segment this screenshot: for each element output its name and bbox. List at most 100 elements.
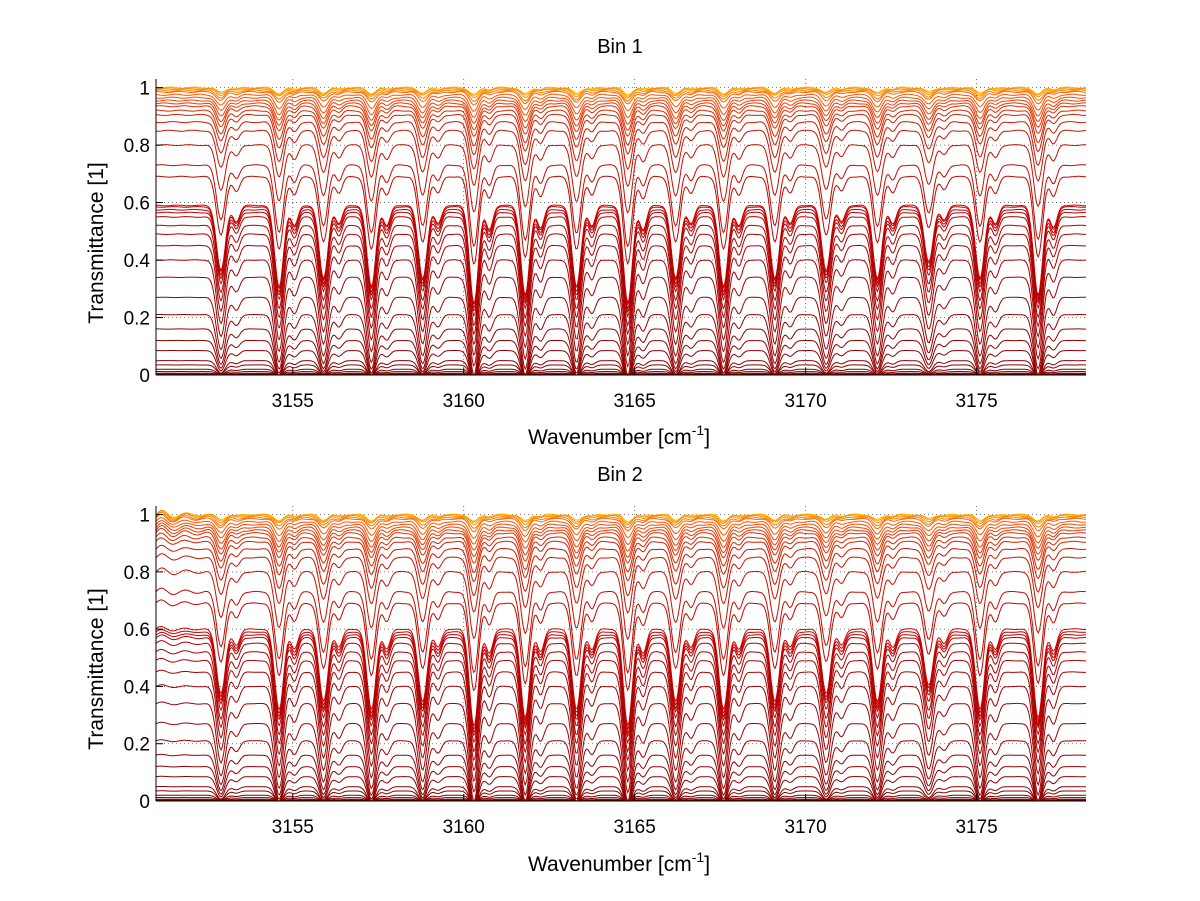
series-line (155, 517, 1086, 539)
series-line (155, 524, 1086, 558)
series-line (155, 634, 1087, 738)
series-line (155, 567, 1086, 641)
plot-area: 3155 3160 3165 3170 3175 0 0.2 0.4 0.6 0.8 1 (124, 79, 1087, 412)
series-line (155, 509, 1087, 523)
x-axis-label-superscript: -1 (692, 422, 705, 438)
series-line (156, 276, 1087, 368)
series-line (155, 244, 1086, 346)
x-tick-label: 3160 (443, 391, 485, 412)
y-tick-label: 0.6 (124, 194, 150, 215)
series-line (156, 368, 1086, 376)
chart-panel-bin-2: Bin 2 Transmittance [1] Wavenumber [cm-1… (85, 464, 1087, 876)
x-axis-label-end: ] (704, 426, 710, 449)
series-line (155, 648, 1087, 753)
series-line (155, 753, 1086, 802)
series-line (155, 669, 1087, 772)
chart-title: Bin 2 (597, 464, 643, 486)
x-tick-label: 3170 (784, 391, 826, 412)
y-tick-label: 0.2 (124, 735, 150, 756)
series-line (156, 259, 1086, 357)
series-line (156, 99, 1087, 125)
series-line (155, 520, 1087, 545)
series-line (155, 102, 1086, 132)
series-line (155, 701, 1086, 794)
series-line (155, 640, 1086, 745)
y-tick-label: 1 (139, 79, 150, 100)
series-line (155, 510, 1086, 526)
series-line (155, 553, 1087, 614)
series-line (155, 510, 1087, 524)
series-line (155, 790, 1086, 802)
x-tick-label: 3165 (614, 817, 656, 838)
x-tick-label: 3160 (443, 817, 485, 838)
y-tick-label: 0 (139, 366, 150, 387)
x-tick-label: 3175 (955, 391, 997, 412)
series-line (156, 90, 1087, 106)
x-axis-label: Wavenumber [cm-1] (528, 422, 710, 449)
series-line (155, 296, 1086, 377)
series-line (155, 511, 1087, 529)
series-line (155, 87, 1087, 97)
series-line (155, 144, 1087, 214)
series-line (155, 599, 1087, 692)
series-line (156, 109, 1087, 147)
series-line (155, 721, 1086, 803)
plot-area: 3155 3160 3165 3170 3175 0 0.2 0.4 0.6 0.8 1 (124, 506, 1087, 838)
series-line (155, 364, 1086, 376)
series-line (155, 175, 1087, 266)
x-tick-label: 3170 (784, 817, 826, 838)
chart-title: Bin 1 (597, 36, 643, 58)
x-tick-label: 3175 (955, 817, 997, 838)
series-line (155, 86, 1087, 96)
series-line (155, 739, 1086, 802)
series-line (155, 532, 1087, 573)
series-line (155, 216, 1087, 318)
series-line (155, 513, 1087, 533)
series-line (155, 544, 1087, 597)
x-axis-label-end: ] (704, 853, 710, 876)
y-tick-label: 1 (139, 506, 150, 527)
series-line (155, 527, 1087, 564)
series-line (155, 224, 1087, 327)
y-tick-label: 0.2 (124, 309, 150, 330)
series-line (156, 328, 1086, 376)
y-tick-label: 0.6 (124, 620, 150, 641)
y-axis-label: Transmittance [1] (85, 588, 108, 749)
y-tick-label: 0.4 (124, 251, 151, 272)
series-line (155, 684, 1087, 784)
series-line (155, 89, 1087, 102)
y-tick-label: 0.4 (124, 677, 151, 698)
series-line (155, 121, 1087, 170)
x-tick-label: 3155 (272, 391, 314, 412)
series-line (155, 775, 1086, 802)
series-line (155, 87, 1087, 99)
series-line (156, 370, 1086, 376)
series-group (155, 509, 1087, 803)
series-line (155, 93, 1087, 112)
x-axis-label-text: Wavenumber [cm (528, 853, 692, 876)
series-line (156, 339, 1086, 376)
series-line (155, 657, 1086, 762)
series-line (156, 211, 1087, 314)
series-line (156, 233, 1086, 336)
series-line (155, 522, 1087, 552)
series-line (155, 105, 1087, 137)
y-tick-label: 0.8 (124, 563, 150, 584)
series-line (156, 129, 1087, 188)
chart-panel-bin-1: Bin 1 Transmittance [1] Wavenumber [cm-1… (85, 36, 1087, 449)
y-tick-label: 0 (139, 792, 150, 813)
y-axis-label: Transmittance [1] (85, 162, 108, 323)
series-line (155, 537, 1086, 583)
series-line (155, 113, 1086, 156)
series-group (155, 86, 1087, 377)
series-line (155, 786, 1086, 802)
series-line (155, 794, 1086, 802)
x-axis-label: Wavenumber [cm-1] (528, 849, 710, 876)
series-line (156, 349, 1086, 376)
series-line (155, 587, 1087, 675)
y-tick-label: 0.8 (124, 136, 150, 157)
series-line (155, 164, 1087, 248)
x-axis-label-superscript: -1 (692, 849, 705, 865)
x-tick-label: 3165 (614, 391, 656, 412)
